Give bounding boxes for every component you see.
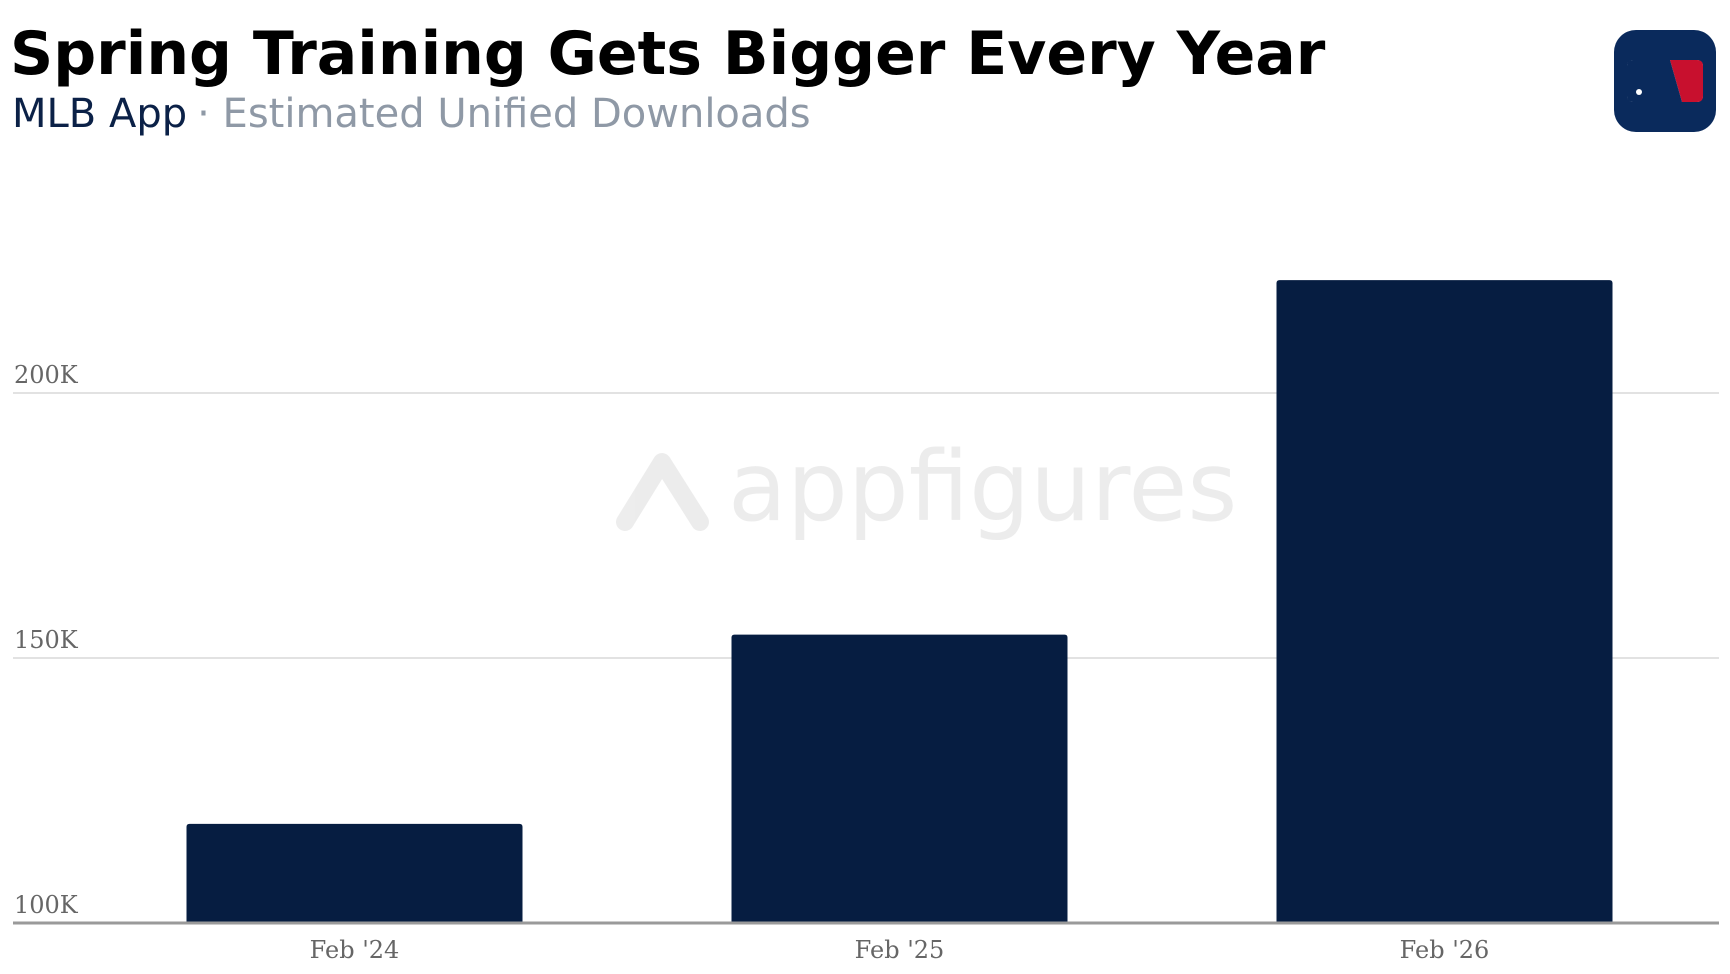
bar (1276, 280, 1613, 923)
y-tick-label: 200K (14, 361, 79, 389)
x-tick-label: Feb '24 (310, 936, 400, 964)
chart-title: Spring Training Gets Bigger Every Year (10, 19, 1326, 89)
y-tick-label: 150K (14, 626, 79, 654)
x-tick-label: Feb '25 (855, 936, 945, 964)
x-tick-label: Feb '26 (1400, 936, 1490, 964)
chart-subtitle: MLB App · Estimated Unified Downloads (12, 91, 811, 137)
app-name: MLB App (12, 91, 187, 137)
watermark-text: appfigures (728, 431, 1237, 543)
subtitle-text: · Estimated Unified Downloads (197, 91, 811, 137)
app-icon (1614, 30, 1716, 132)
bar (731, 634, 1068, 923)
y-tick-label: 100K (14, 891, 79, 919)
watermark: appfigures (616, 431, 1237, 543)
bar (186, 823, 523, 923)
